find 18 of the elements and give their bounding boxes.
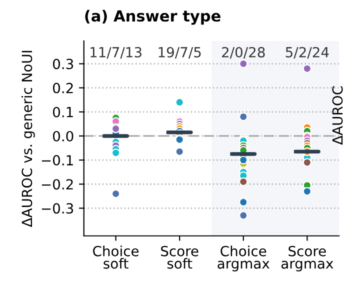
annotation: 11/7/13	[90, 46, 142, 59]
annotation: 5/2/24	[286, 46, 329, 59]
x-tick-label: Choice argmax	[218, 246, 270, 272]
y-tick-label: −0.1	[42, 155, 73, 166]
annotation: ΔAUROC	[332, 86, 343, 145]
x-tick-label: Score argmax	[281, 246, 334, 272]
annotation: 19/7/5	[158, 46, 201, 59]
y-tick-label: 0.1	[52, 106, 73, 118]
annotation: 2/0/28	[222, 46, 265, 59]
x-tick-label: Score soft	[161, 246, 198, 269]
y-tick-label: 0.3	[52, 58, 74, 70]
y-tick-label: −0.2	[42, 179, 73, 190]
y-tick-label: −0.3	[42, 203, 74, 214]
y-tick-label: 0.0	[52, 130, 74, 142]
y-tick-label: 0.2	[52, 82, 73, 94]
x-tick-label: Choice soft	[93, 246, 139, 269]
y-axis-title: ΔAUROC vs. generic NoUI	[21, 50, 35, 228]
chart-title: (a) Answer type	[85, 10, 220, 25]
